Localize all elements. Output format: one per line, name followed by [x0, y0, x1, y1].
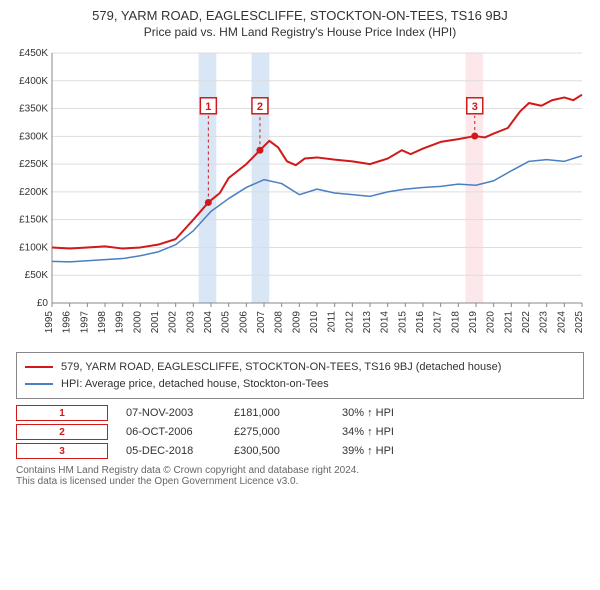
x-tick-label: 2017 — [433, 311, 444, 334]
x-tick-label: 2006 — [238, 311, 249, 334]
sale-price: £275,000 — [234, 426, 324, 438]
sale-marker-icon: 1 — [16, 405, 108, 421]
x-tick-label: 1997 — [79, 311, 90, 334]
x-tick-label: 2020 — [486, 311, 497, 334]
sale-marker-icon: 3 — [16, 443, 108, 459]
sale-date: 07-NOV-2003 — [126, 407, 216, 419]
x-tick-label: 2014 — [380, 311, 391, 334]
x-tick-label: 2019 — [468, 311, 479, 334]
legend-row: 579, YARM ROAD, EAGLESCLIFFE, STOCKTON-O… — [25, 359, 575, 376]
legend-label: HPI: Average price, detached house, Stoc… — [61, 376, 329, 393]
price-chart: £0 £50K £100K £150K £200K £250K £300K £350K £400… — [8, 45, 592, 335]
sale-pct: 30% ↑ HPI — [342, 407, 432, 419]
x-tick-label: 2008 — [274, 311, 285, 334]
x-tick-label: 2005 — [221, 311, 232, 334]
sale-date: 05-DEC-2018 — [126, 445, 216, 457]
sale-marker-2: 2 — [257, 101, 263, 113]
x-tick-label: 2011 — [327, 311, 338, 333]
x-tick-label: 2000 — [132, 311, 143, 334]
legend-swatch — [25, 383, 53, 385]
sale-price: £181,000 — [234, 407, 324, 419]
footer-line: Contains HM Land Registry data © Crown c… — [16, 465, 584, 476]
sales-table: 1 07-NOV-2003 £181,000 30% ↑ HPI 2 06-OCT-200… — [16, 405, 584, 459]
sale-marker-icon: 2 — [16, 424, 108, 440]
x-tick-label: 2003 — [185, 311, 196, 334]
x-tick-label: 1995 — [44, 311, 55, 334]
x-tick-label: 2022 — [521, 311, 532, 334]
x-tick-label: 2018 — [450, 311, 461, 334]
sale-row: 3 05-DEC-2018 £300,500 39% ↑ HPI — [16, 443, 584, 459]
y-tick-label: £250K — [19, 159, 48, 170]
sale-marker-1: 1 — [205, 101, 211, 113]
x-tick-label: 2004 — [203, 311, 214, 334]
sale-pct: 39% ↑ HPI — [342, 445, 432, 457]
legend-label: 579, YARM ROAD, EAGLESCLIFFE, STOCKTON-O… — [61, 359, 501, 376]
x-tick-label: 2016 — [415, 311, 426, 334]
sale-row: 1 07-NOV-2003 £181,000 30% ↑ HPI — [16, 405, 584, 421]
legend-swatch — [25, 366, 53, 368]
x-tick-label: 1999 — [115, 311, 126, 334]
y-tick-label: £350K — [19, 104, 48, 115]
sale-row: 2 06-OCT-2006 £275,000 34% ↑ HPI — [16, 424, 584, 440]
sale-date: 06-OCT-2006 — [126, 426, 216, 438]
chart-title: 579, YARM ROAD, EAGLESCLIFFE, STOCKTON-O… — [8, 8, 592, 23]
x-tick-label: 2012 — [344, 311, 355, 334]
x-tick-label: 2025 — [574, 311, 585, 334]
y-tick-label: £300K — [19, 131, 48, 142]
footer-attribution: Contains HM Land Registry data © Crown c… — [16, 465, 584, 487]
x-tick-label: 2002 — [168, 311, 179, 334]
y-tick-label: £0 — [37, 298, 49, 309]
y-tick-label: £450K — [19, 48, 48, 59]
y-tick-label: £50K — [25, 270, 49, 281]
x-tick-label: 2001 — [150, 311, 161, 334]
x-tick-label: 2024 — [556, 311, 567, 334]
footer-line: This data is licensed under the Open Gov… — [16, 476, 584, 487]
x-tick-label: 1998 — [97, 311, 108, 334]
y-tick-label: £150K — [19, 215, 48, 226]
y-tick-label: £100K — [19, 242, 48, 253]
y-tick-label: £200K — [19, 187, 48, 198]
legend-row: HPI: Average price, detached house, Stoc… — [25, 376, 575, 393]
x-tick-label: 1996 — [62, 311, 73, 334]
sale-pct: 34% ↑ HPI — [342, 426, 432, 438]
y-tick-label: £400K — [19, 76, 48, 87]
x-tick-label: 2023 — [539, 311, 550, 334]
sale-marker-3: 3 — [472, 101, 478, 113]
chart-subtitle: Price paid vs. HM Land Registry's House … — [8, 25, 592, 39]
x-tick-label: 2009 — [291, 311, 302, 334]
x-tick-label: 2021 — [503, 311, 514, 334]
chart-legend: 579, YARM ROAD, EAGLESCLIFFE, STOCKTON-O… — [16, 352, 584, 399]
x-tick-label: 2013 — [362, 311, 373, 334]
x-tick-label: 2015 — [397, 311, 408, 334]
x-tick-label: 2007 — [256, 311, 267, 334]
sale-price: £300,500 — [234, 445, 324, 457]
x-tick-label: 2010 — [309, 311, 320, 334]
